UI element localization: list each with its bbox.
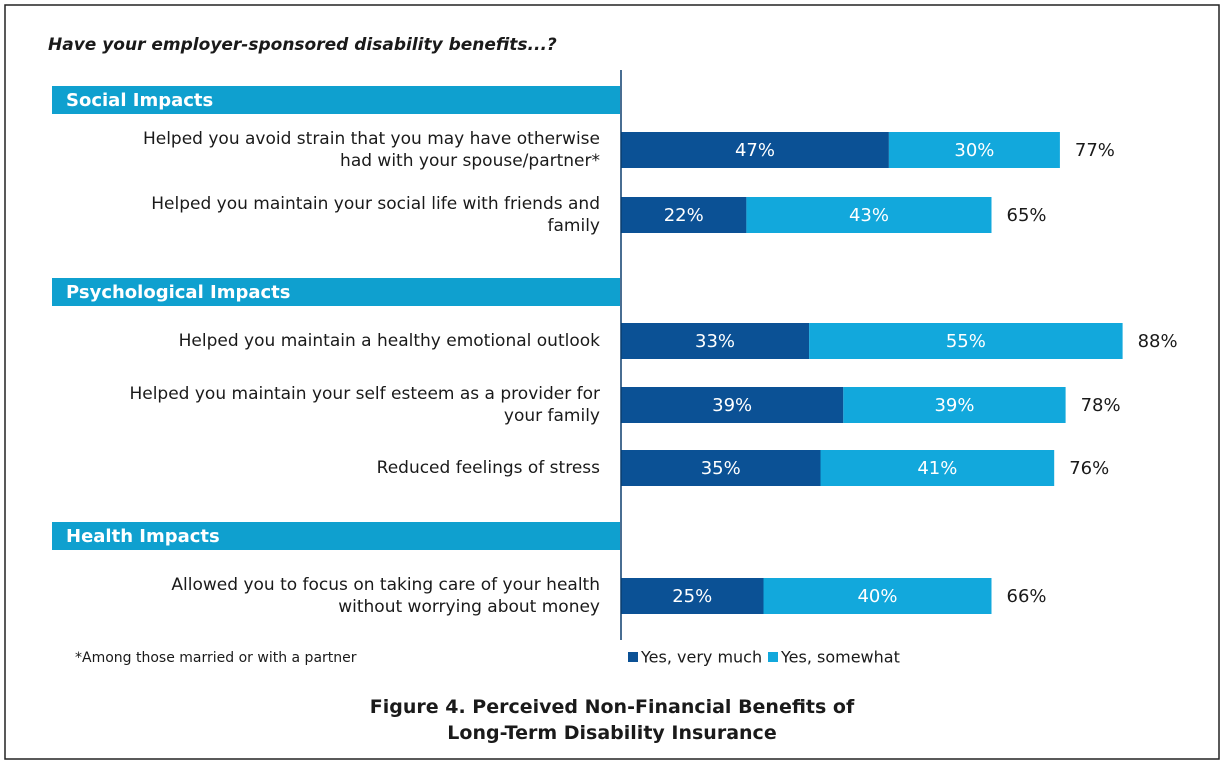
total-label: 88% bbox=[1138, 331, 1178, 352]
bar-label: 22% bbox=[664, 205, 704, 226]
group-header-label: Psychological Impacts bbox=[66, 282, 291, 303]
footnote: *Among those married or with a partner bbox=[75, 650, 357, 666]
group-header-label: Health Impacts bbox=[66, 526, 220, 547]
caption: Figure 4. Perceived Non-Financial Benefi… bbox=[370, 696, 855, 744]
group-header bbox=[52, 522, 620, 550]
total-label: 78% bbox=[1081, 395, 1121, 416]
bar-label: 47% bbox=[735, 140, 775, 161]
group-header-label: Social Impacts bbox=[66, 90, 213, 111]
bar-label: 30% bbox=[954, 140, 994, 161]
category-label: Allowed you to focus on taking care of y… bbox=[171, 575, 600, 617]
category-label: Helped you maintain your self esteem as … bbox=[129, 384, 600, 426]
legend-label: Yes, very much bbox=[640, 648, 762, 667]
bar-label: 41% bbox=[917, 458, 957, 479]
bar-segment bbox=[809, 323, 1123, 359]
legend-swatch bbox=[768, 652, 778, 662]
bar-segment bbox=[763, 578, 992, 614]
bar-label: 39% bbox=[934, 395, 974, 416]
bar-label: 33% bbox=[695, 331, 735, 352]
legend-label: Yes, somewhat bbox=[780, 648, 900, 667]
category-label: Reduced feelings of stress bbox=[377, 458, 600, 478]
category-label: Helped you maintain a healthy emotional … bbox=[179, 331, 601, 351]
bar-segment bbox=[621, 450, 821, 486]
bar-label: 43% bbox=[849, 205, 889, 226]
bar-segment bbox=[621, 387, 844, 423]
bar-label: 55% bbox=[946, 331, 986, 352]
total-label: 66% bbox=[1007, 586, 1047, 607]
total-label: 65% bbox=[1007, 205, 1047, 226]
bar-segment bbox=[888, 132, 1060, 168]
bar-segment bbox=[746, 197, 992, 233]
bar-label: 40% bbox=[857, 586, 897, 607]
bar-segment bbox=[621, 132, 889, 168]
group-header bbox=[52, 86, 620, 114]
category-label: Helped you avoid strain that you may hav… bbox=[143, 129, 600, 171]
bar-segment bbox=[621, 578, 764, 614]
group-header bbox=[52, 278, 620, 306]
legend-swatch bbox=[628, 652, 638, 662]
bar-label: 35% bbox=[701, 458, 741, 479]
bar-label: 39% bbox=[712, 395, 752, 416]
total-label: 76% bbox=[1069, 458, 1109, 479]
frame bbox=[4, 4, 1220, 760]
bar-segment bbox=[621, 323, 810, 359]
question: Have your employer-sponsored disability … bbox=[48, 35, 557, 55]
category-label: Helped you maintain your social life wit… bbox=[151, 194, 600, 236]
bar-segment bbox=[843, 387, 1066, 423]
bar-segment bbox=[820, 450, 1055, 486]
bar-label: 25% bbox=[672, 586, 712, 607]
total-label: 77% bbox=[1075, 140, 1115, 161]
bar-segment bbox=[621, 197, 747, 233]
